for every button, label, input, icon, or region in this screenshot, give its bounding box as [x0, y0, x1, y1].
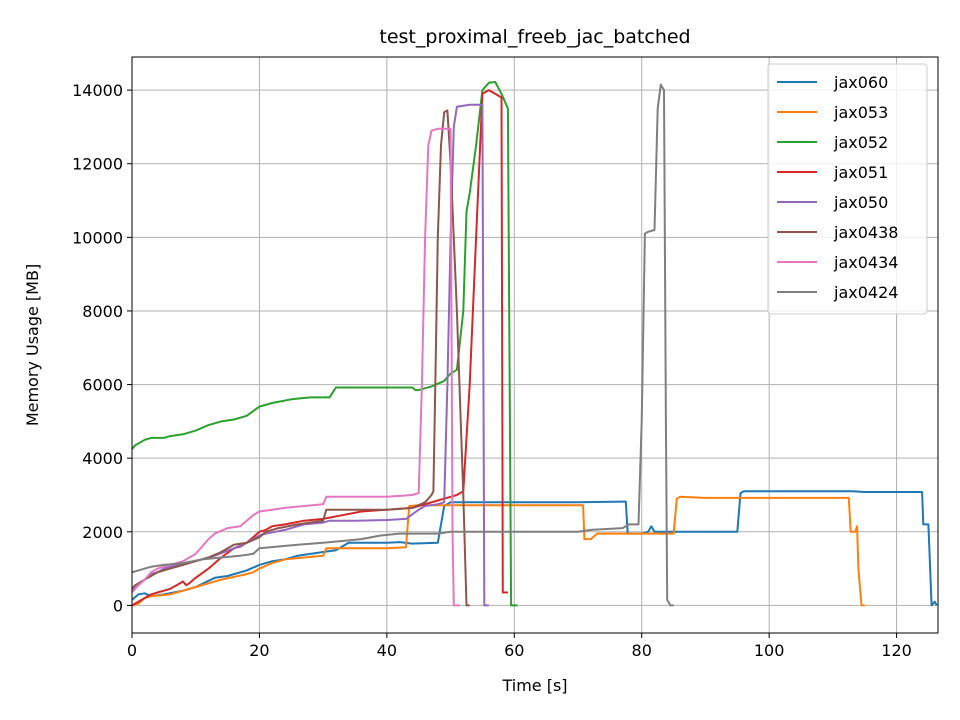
x-tick-label: 40	[377, 641, 397, 660]
series-line-jax060	[131, 490, 938, 607]
y-tick-label: 6000	[82, 376, 123, 395]
legend-label-jax0434: jax0434	[833, 253, 898, 272]
axis-ticks: 0 20 40 60 80 100 120 0 2000 4000 6000 8000 10000 120…	[72, 81, 912, 660]
y-tick-label: 0	[113, 596, 123, 615]
series-line-jax053	[131, 495, 865, 607]
legend-label-jax052: jax052	[833, 133, 888, 152]
series-line-jax052	[131, 81, 518, 607]
y-axis-title: Memory Usage [MB]	[23, 264, 42, 426]
legend-label-jax050: jax050	[833, 193, 888, 212]
series-line-jax0424	[131, 83, 674, 607]
y-tick-label: 8000	[82, 302, 123, 321]
y-tick-label: 10000	[72, 228, 123, 247]
legend-label-jax0438: jax0438	[833, 223, 898, 242]
y-tick-label: 14000	[72, 81, 123, 100]
plot-series	[131, 81, 938, 607]
legend-box	[767, 63, 928, 315]
x-tick-label: 20	[249, 641, 269, 660]
x-tick-label: 120	[881, 641, 912, 660]
legend-label-jax060: jax060	[833, 73, 888, 92]
x-axis-title: Time [s]	[501, 676, 567, 695]
series-line-jax050	[131, 103, 489, 607]
chart-title: test_proximal_freeb_jac_batched	[379, 26, 690, 48]
x-tick-label: 0	[127, 641, 137, 660]
x-tick-label: 100	[754, 641, 785, 660]
y-tick-label: 12000	[72, 155, 123, 174]
legend-label-jax0424: jax0424	[833, 283, 898, 302]
y-tick-label: 2000	[82, 523, 123, 542]
plot-frame	[131, 56, 939, 634]
series-line-jax051	[131, 89, 508, 607]
x-tick-label: 60	[504, 641, 524, 660]
legend-label-jax051: jax051	[833, 163, 888, 182]
legend-label-jax053: jax053	[833, 103, 888, 122]
series-line-jax0438	[131, 109, 470, 607]
legend: jax060 jax053 jax052 jax051 jax050 jax0438 jax…	[767, 63, 928, 315]
x-tick-label: 80	[632, 641, 652, 660]
y-tick-label: 4000	[82, 449, 123, 468]
